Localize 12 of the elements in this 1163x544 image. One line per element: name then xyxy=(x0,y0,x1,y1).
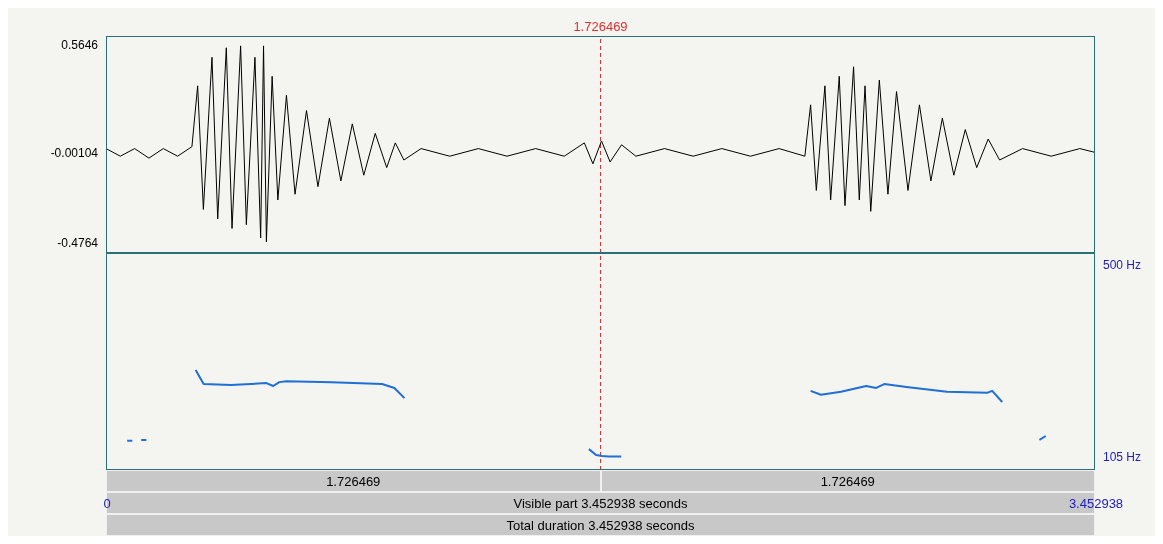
y-tick-label: -0.4764 xyxy=(57,236,99,250)
y2-tick-label: 500 Hz xyxy=(1103,258,1142,273)
text: Total duration 3.452938 seconds xyxy=(106,514,1095,536)
text: Visible part 3.452938 seconds xyxy=(513,495,688,511)
text: 1.726469 xyxy=(106,470,601,492)
y2-tick-label: 105 Hz xyxy=(1103,449,1142,464)
x-tick-label: 0 xyxy=(103,495,111,511)
y-tick-label: -0.00104 xyxy=(50,145,99,160)
y-tick-label: 0.5646 xyxy=(61,38,99,53)
ref-line-label: 1.726469 xyxy=(573,19,628,34)
text: 1.726469 xyxy=(600,470,1095,492)
x-tick-label: 3.452938 xyxy=(1068,495,1124,511)
